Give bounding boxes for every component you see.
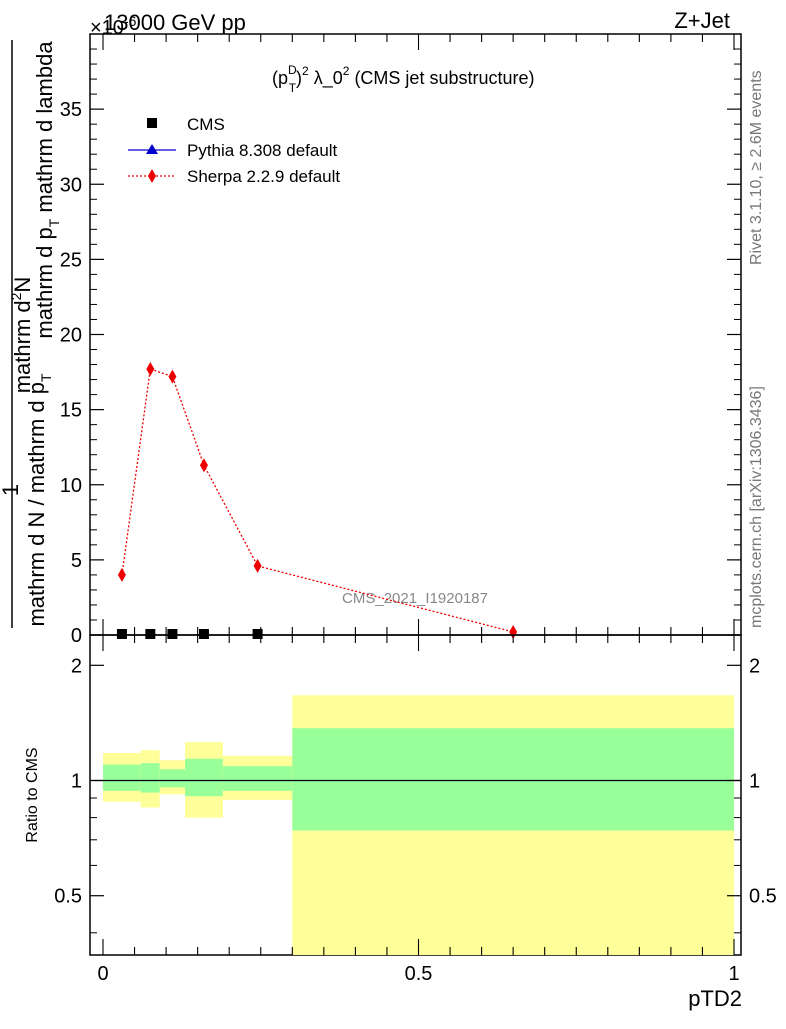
- legend-label-sherpa: Sherpa 2.2.9 default: [187, 167, 340, 186]
- ratio-y-tick-label: 0.5: [54, 886, 82, 908]
- ratio-band-inner: [159, 769, 186, 788]
- ratio-band-inner: [292, 728, 734, 831]
- main-y-tick-label: 5: [71, 550, 82, 572]
- y-label-numerator: mathrm d2N: [8, 277, 35, 394]
- ratio-y-tick-label-right: 1: [749, 771, 760, 793]
- main-y-tick-label: 10: [60, 475, 82, 497]
- main-data-layer: [116, 362, 518, 639]
- x-tick-label: 1: [728, 963, 739, 985]
- ratio-y-tick-label-right: 0.5: [749, 886, 777, 908]
- ratio-y-tick-label-right: 2: [749, 655, 760, 677]
- mcplots-info: mcplots.cern.ch [arXiv:1306.3436]: [748, 386, 765, 628]
- cms-point: [198, 629, 209, 639]
- main-y-tick-label: 20: [60, 325, 82, 347]
- cms-point: [167, 629, 178, 639]
- ratio-y-ticks: 0.5 0.5 1 1 2 2: [54, 655, 777, 934]
- ratio-bands-layer: [103, 695, 734, 955]
- x-tick-label: 0: [97, 963, 108, 985]
- y-label-denominator: mathrm d N / mathrm d pT: [24, 373, 54, 627]
- cms-point: [252, 629, 263, 639]
- ratio-y-axis-label: Ratio to CMS: [24, 747, 41, 842]
- ratio-band-inner: [185, 758, 223, 797]
- ratio-y-tick-label: 1: [71, 771, 82, 793]
- legend-marker-cms: [147, 118, 157, 128]
- sherpa-point: [168, 369, 177, 384]
- legend-label-pythia: Pythia 8.308 default: [187, 141, 338, 160]
- chart-title: (pD T)2 λ_02 (CMS jet substructure): [272, 63, 534, 95]
- ratio-band-inner: [222, 766, 293, 791]
- main-y-tick-label: 15: [60, 400, 82, 422]
- sherpa-point: [146, 362, 155, 377]
- ratio-y-tick-label: 2: [71, 655, 82, 677]
- legend: CMS Pythia 8.308 default Sherpa 2.2.9 de…: [128, 115, 340, 186]
- cms-point: [116, 629, 127, 639]
- sherpa-series-line: [121, 368, 514, 633]
- ratio-band-inner: [140, 763, 160, 793]
- x-axis-label: pTD2: [688, 986, 742, 1011]
- legend-marker-sherpa: [148, 169, 156, 183]
- legend-label-cms: CMS: [187, 115, 225, 134]
- main-y-tick-label: 0: [71, 625, 82, 647]
- multiplier-label: ×10-6: [90, 13, 137, 39]
- main-x-ticks: [102, 34, 735, 635]
- cms-point: [145, 629, 156, 639]
- ratio-band-inner: [103, 764, 141, 791]
- sherpa-point: [117, 567, 126, 582]
- main-y-axis-label: mathrm d2N mathrm d pT mathrm d lambda 1…: [0, 40, 62, 628]
- legend-marker-pythia: [146, 144, 158, 154]
- analysis-watermark: CMS_2021_I1920187: [342, 590, 488, 607]
- main-y-tick-label: 35: [60, 99, 82, 121]
- x-tick-label: 0.5: [405, 963, 433, 985]
- main-y-tick-label: 25: [60, 249, 82, 271]
- rivet-info: Rivet 3.1.10, ≥ 2.6M events: [748, 70, 765, 265]
- main-y-ticks: 0 5 10 15 20 25 30 35: [60, 48, 741, 647]
- main-y-tick-label: 30: [60, 174, 82, 196]
- sherpa-point: [253, 558, 262, 573]
- energy-label: 13000 GeV pp: [104, 10, 246, 35]
- y-label-numerator-den: mathrm d pT mathrm d lambda: [32, 41, 62, 339]
- process-label: Z+Jet: [674, 8, 730, 33]
- sherpa-point: [199, 458, 208, 473]
- ratio-x-ticks: 0 0.5 1: [97, 635, 740, 985]
